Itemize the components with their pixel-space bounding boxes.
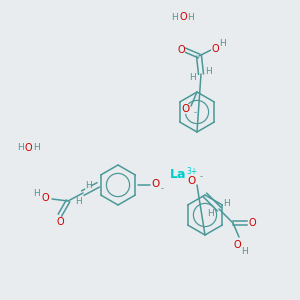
- Text: -: -: [194, 109, 196, 118]
- Text: O: O: [151, 179, 159, 189]
- Text: H: H: [16, 143, 23, 152]
- Text: O: O: [179, 12, 187, 22]
- Text: H: H: [207, 209, 213, 218]
- Text: H: H: [189, 73, 195, 82]
- Text: O: O: [248, 218, 256, 228]
- Text: H: H: [172, 13, 178, 22]
- Text: 3+: 3+: [186, 167, 198, 176]
- Text: O: O: [211, 44, 219, 54]
- Text: O: O: [233, 240, 241, 250]
- Text: O: O: [182, 104, 190, 114]
- Text: H: H: [219, 38, 225, 47]
- Text: H: H: [75, 197, 81, 206]
- Text: H: H: [85, 181, 92, 190]
- Text: O: O: [56, 217, 64, 227]
- Text: O: O: [177, 45, 185, 55]
- Text: -: -: [200, 172, 202, 182]
- Text: O: O: [188, 176, 196, 186]
- Text: H: H: [206, 67, 212, 76]
- Text: O: O: [41, 193, 49, 203]
- Text: -: -: [160, 184, 164, 194]
- Text: H: H: [224, 200, 230, 208]
- Text: H: H: [188, 13, 194, 22]
- Text: H: H: [34, 190, 40, 199]
- Text: La: La: [170, 169, 186, 182]
- Text: H: H: [33, 143, 39, 152]
- Text: H: H: [242, 247, 248, 256]
- Text: O: O: [24, 143, 32, 153]
